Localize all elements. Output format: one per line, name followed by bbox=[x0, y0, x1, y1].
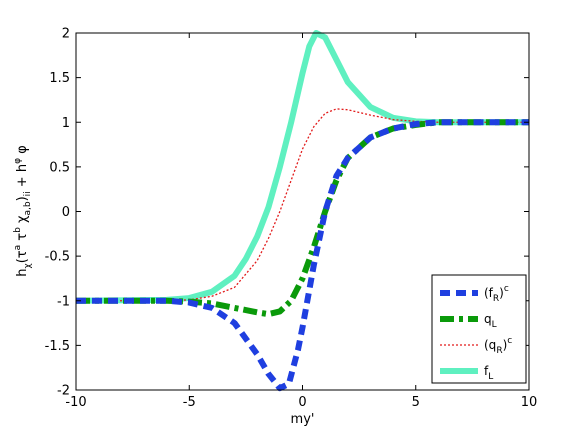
series-line-2 bbox=[76, 108, 529, 302]
y-tick-label: 0.5 bbox=[49, 160, 70, 175]
x-tick-label: -10 bbox=[65, 395, 86, 410]
x-tick-label: 5 bbox=[412, 395, 420, 410]
x-tick-label: 10 bbox=[521, 395, 538, 410]
y-tick-label: -1.5 bbox=[45, 339, 70, 354]
y-tick-label: -2 bbox=[57, 384, 70, 399]
series-line-3 bbox=[75, 30, 529, 304]
ticks-layer: -10 -5 0 5 10 -2 -1.5 -1 -0.5 0 0.5 1 1.5 2 bbox=[45, 27, 538, 411]
y-tick-label: -1 bbox=[57, 294, 70, 309]
y-tick-label: 1.5 bbox=[49, 71, 70, 86]
y-tick-label: 0 bbox=[62, 205, 70, 220]
x-tick-label: -5 bbox=[183, 395, 196, 410]
legend-items: (fR)c qL (qR)c fL bbox=[440, 284, 512, 382]
legend-label-1: qL bbox=[484, 312, 497, 330]
x-axis-title: my' bbox=[291, 412, 315, 427]
y-tick-label: -0.5 bbox=[45, 250, 70, 265]
legend: (fR)c qL (qR)c fL bbox=[431, 274, 527, 384]
series-layer bbox=[75, 30, 529, 392]
y-axis-title: hχ(τa τb χa,b)ii + hφ φ bbox=[13, 145, 33, 276]
legend-label-0: (fR)c bbox=[484, 284, 509, 304]
series-line-0 bbox=[76, 119, 529, 392]
legend-label-3: fL bbox=[484, 364, 493, 382]
y-tick-label: 2 bbox=[62, 27, 70, 42]
x-tick-label: 0 bbox=[298, 395, 306, 410]
legend-label-2: (qR)c bbox=[484, 336, 512, 356]
y-tick-label: 1 bbox=[62, 116, 70, 131]
